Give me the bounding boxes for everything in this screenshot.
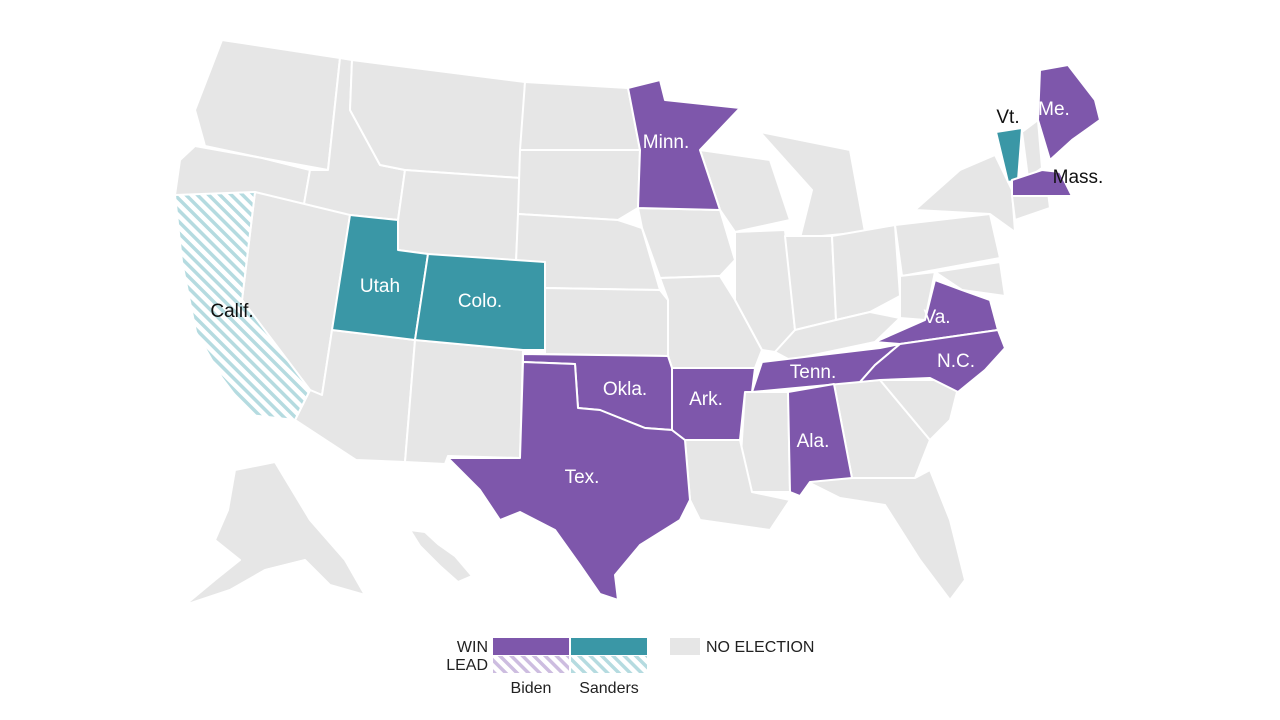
label-ark: Ark. (689, 389, 723, 410)
state-indiana (784, 235, 837, 331)
label-va: Va. (923, 307, 950, 328)
state-california (174, 191, 311, 421)
legend-sanders-label: Sanders (579, 680, 639, 697)
label-vt: Vt. (996, 107, 1019, 128)
legend-no-election-label: NO ELECTION (706, 639, 814, 656)
state-labels: Calif. Utah Colo. Minn. Vt. Me. Mass. Ok… (210, 99, 1103, 488)
label-ala: Ala. (797, 431, 830, 452)
state-pennsylvania (894, 213, 1001, 277)
state-maryland (934, 261, 1006, 297)
label-minn: Minn. (643, 132, 689, 153)
state-new-hampshire (1021, 119, 1043, 179)
state-alaska (184, 461, 366, 606)
state-massachusetts (1011, 169, 1073, 197)
legend-swatch-no-election (670, 638, 700, 655)
state-wyoming (397, 169, 521, 263)
state-texas (447, 361, 691, 601)
label-mass: Mass. (1053, 167, 1104, 188)
label-utah: Utah (360, 276, 400, 297)
legend-biden-label: Biden (511, 680, 552, 697)
state-west-virginia (899, 271, 936, 321)
label-tex: Tex. (565, 467, 600, 488)
no-election-states (174, 39, 1051, 601)
label-colo: Colo. (458, 291, 502, 312)
state-north-dakota (519, 81, 641, 151)
label-calif: Calif. (210, 301, 253, 322)
legend-swatch-biden-lead (493, 656, 569, 673)
state-colorado (414, 253, 546, 351)
state-florida (799, 469, 966, 601)
state-ohio (831, 224, 901, 321)
legend-swatch-biden-win (493, 638, 569, 655)
label-okla: Okla. (603, 379, 647, 400)
state-north-carolina (859, 329, 1006, 393)
label-nc: N.C. (937, 351, 975, 372)
state-arkansas (671, 367, 756, 441)
state-new-mexico (404, 339, 524, 465)
legend: WIN LEAD Biden Sanders NO ELECTION (446, 638, 814, 697)
legend-swatch-sanders-win (571, 638, 647, 655)
legend-lead-label: LEAD (446, 657, 488, 674)
state-minnesota (627, 79, 741, 211)
state-hawaii (409, 529, 473, 583)
legend-swatch-sanders-lead (571, 656, 647, 673)
label-me: Me. (1038, 99, 1070, 120)
state-kansas (544, 287, 669, 357)
state-south-dakota (517, 149, 641, 221)
label-tenn: Tenn. (790, 362, 836, 383)
legend-win-label: WIN (457, 639, 488, 656)
state-louisiana (684, 439, 791, 531)
state-maine (1037, 64, 1101, 161)
state-alabama (787, 383, 853, 497)
